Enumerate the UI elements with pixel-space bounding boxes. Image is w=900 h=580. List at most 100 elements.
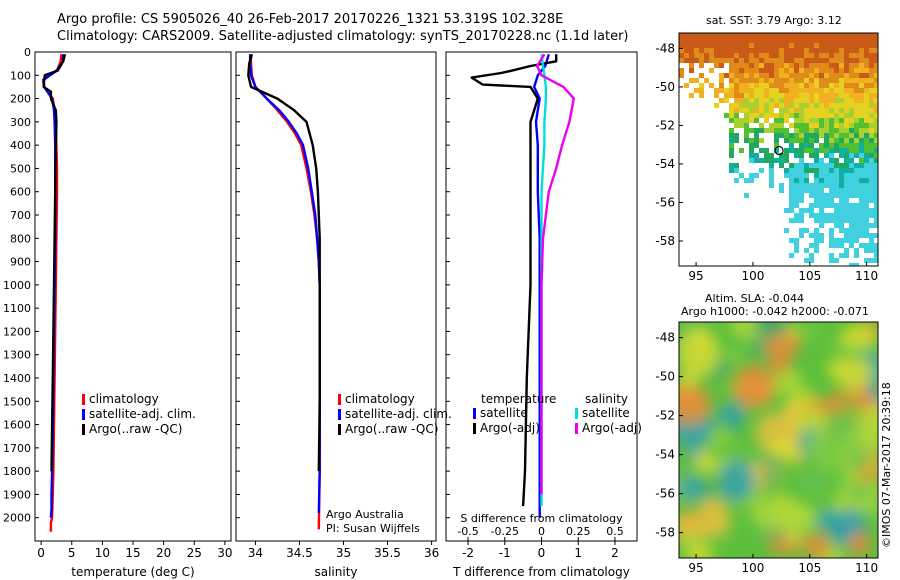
sst-cell bbox=[809, 233, 814, 238]
legend-temp-label-2: Argo(..raw -QC) bbox=[89, 422, 182, 436]
sst-cell bbox=[764, 148, 769, 153]
sst-cell bbox=[679, 48, 684, 53]
sst-cell bbox=[824, 33, 829, 38]
sst-cell bbox=[769, 98, 774, 103]
sst-cell bbox=[689, 33, 694, 38]
sst-cell bbox=[824, 118, 829, 123]
sst-cell bbox=[749, 63, 754, 68]
sst-cell bbox=[824, 203, 829, 208]
sst-cell bbox=[819, 178, 824, 183]
sst-cell bbox=[734, 168, 739, 173]
sst-cell bbox=[849, 113, 854, 118]
sst-cell bbox=[824, 58, 829, 63]
sst-cell bbox=[784, 78, 789, 83]
map-x-tick-label-0-1: 100 bbox=[741, 269, 764, 283]
sst-cell bbox=[809, 188, 814, 193]
sst-cell bbox=[824, 83, 829, 88]
sst-cell bbox=[694, 53, 699, 58]
sst-cell bbox=[809, 98, 814, 103]
sst-cell bbox=[864, 218, 869, 223]
sst-cell bbox=[779, 68, 784, 73]
sst-cell bbox=[814, 218, 819, 223]
sst-cell bbox=[819, 193, 824, 198]
sst-cell bbox=[764, 33, 769, 38]
sst-cell bbox=[829, 218, 834, 223]
sst-cell bbox=[834, 188, 839, 193]
sst-cell bbox=[834, 58, 839, 63]
sst-cell bbox=[819, 213, 824, 218]
sst-cell bbox=[789, 193, 794, 198]
sst-cell bbox=[809, 253, 814, 258]
sst-cell bbox=[764, 88, 769, 93]
sst-cell bbox=[869, 128, 874, 133]
sst-cell bbox=[824, 138, 829, 143]
sst-cell bbox=[834, 183, 839, 188]
sst-cell bbox=[849, 263, 854, 266]
sst-cell bbox=[714, 43, 719, 48]
sst-cell bbox=[819, 98, 824, 103]
sst-cell bbox=[839, 78, 844, 83]
legend-sal-label-1: satellite-adj. clim. bbox=[345, 407, 452, 421]
sst-cell bbox=[809, 58, 814, 63]
sst-cell bbox=[844, 63, 849, 68]
sst-cell bbox=[864, 248, 869, 253]
sst-cell bbox=[774, 58, 779, 63]
sst-cell bbox=[864, 58, 869, 63]
sst-cell bbox=[804, 258, 809, 263]
map-y-tick-label-0-5: -58 bbox=[655, 234, 675, 248]
sst-cell bbox=[844, 213, 849, 218]
sst-cell bbox=[744, 88, 749, 93]
sst-cell bbox=[844, 108, 849, 113]
sst-cell bbox=[804, 53, 809, 58]
sst-cell bbox=[789, 148, 794, 153]
y-tick-label-3: 300 bbox=[10, 116, 31, 129]
sst-cell bbox=[744, 98, 749, 103]
sst-cell bbox=[724, 53, 729, 58]
sst-cell bbox=[734, 83, 739, 88]
sst-cell bbox=[729, 93, 734, 98]
sst-cell bbox=[874, 133, 878, 138]
sst-cell bbox=[829, 178, 834, 183]
sst-cell bbox=[789, 53, 794, 58]
sst-cell bbox=[804, 58, 809, 63]
sst-cell bbox=[709, 58, 714, 63]
sst-cell bbox=[789, 98, 794, 103]
y-tick-label-15: 1500 bbox=[3, 395, 31, 408]
sst-cell bbox=[734, 163, 739, 168]
sst-cell bbox=[834, 138, 839, 143]
sst-cell bbox=[774, 93, 779, 98]
sla-blob bbox=[679, 475, 706, 502]
sst-cell bbox=[799, 178, 804, 183]
sst-cell bbox=[839, 253, 844, 258]
sst-cell bbox=[709, 43, 714, 48]
sst-cell bbox=[704, 58, 709, 63]
sst-cell bbox=[799, 158, 804, 163]
sst-cell bbox=[864, 118, 869, 123]
sst-cell bbox=[714, 93, 719, 98]
sst-cell bbox=[679, 68, 684, 73]
sst-cell bbox=[764, 63, 769, 68]
sst-cell bbox=[769, 93, 774, 98]
sst-cell bbox=[749, 98, 754, 103]
sst-cell bbox=[774, 98, 779, 103]
sst-cell bbox=[794, 33, 799, 38]
sst-cell bbox=[849, 173, 854, 178]
sst-cell bbox=[729, 138, 734, 143]
sst-cell bbox=[864, 233, 869, 238]
sst-cell bbox=[814, 68, 819, 73]
sst-cell bbox=[849, 93, 854, 98]
sst-cell bbox=[854, 188, 859, 193]
sst-cell bbox=[814, 58, 819, 63]
sst-cell bbox=[834, 213, 839, 218]
sla-blob bbox=[679, 329, 720, 377]
sst-cell bbox=[874, 148, 878, 153]
sst-cell bbox=[719, 78, 724, 83]
sst-cell bbox=[789, 83, 794, 88]
top-s-tick-label-2: 0 bbox=[538, 525, 545, 538]
panel-frame-0 bbox=[34, 51, 232, 542]
sst-cell bbox=[719, 58, 724, 63]
sst-cell bbox=[699, 43, 704, 48]
sla-blob bbox=[803, 533, 831, 558]
sst-cell bbox=[799, 193, 804, 198]
sst-cell bbox=[819, 113, 824, 118]
